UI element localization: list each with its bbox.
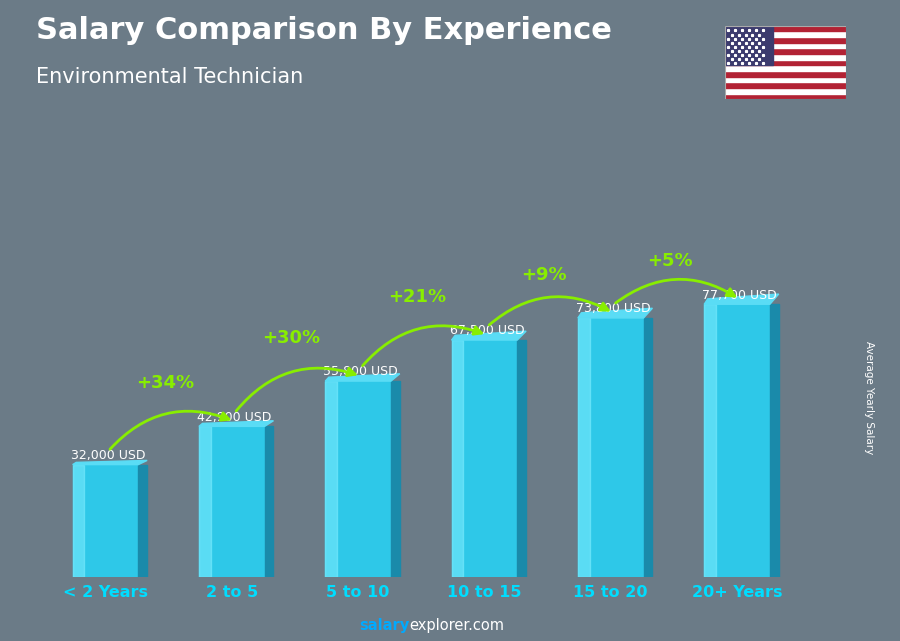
Text: Environmental Technician: Environmental Technician <box>36 67 303 87</box>
Bar <box>704 304 770 577</box>
Text: salary: salary <box>359 619 410 633</box>
Polygon shape <box>452 331 526 340</box>
Text: +5%: +5% <box>647 252 693 270</box>
Bar <box>325 381 391 577</box>
Polygon shape <box>391 381 400 577</box>
Bar <box>724 94 846 99</box>
Polygon shape <box>704 294 778 304</box>
Text: +34%: +34% <box>136 374 194 392</box>
Polygon shape <box>139 465 148 577</box>
Polygon shape <box>265 426 274 577</box>
Bar <box>73 465 85 577</box>
Bar <box>724 88 846 94</box>
Bar <box>199 426 265 577</box>
Polygon shape <box>578 308 652 318</box>
Bar <box>724 26 846 31</box>
Polygon shape <box>770 304 778 577</box>
Text: 42,900 USD: 42,900 USD <box>197 411 272 424</box>
Text: 67,500 USD: 67,500 USD <box>450 324 525 337</box>
Bar <box>724 82 846 88</box>
Bar <box>704 304 716 577</box>
Bar <box>724 37 846 43</box>
Text: +9%: +9% <box>521 265 567 283</box>
Polygon shape <box>518 340 526 577</box>
Polygon shape <box>325 374 400 381</box>
Bar <box>199 426 211 577</box>
Text: Average Yearly Salary: Average Yearly Salary <box>863 341 874 454</box>
Bar <box>724 60 846 65</box>
Bar <box>578 318 644 577</box>
Text: 77,700 USD: 77,700 USD <box>702 288 777 302</box>
Bar <box>724 65 846 71</box>
Polygon shape <box>199 420 274 426</box>
Bar <box>724 43 846 48</box>
Bar <box>325 381 338 577</box>
Bar <box>724 48 846 54</box>
Bar <box>452 340 464 577</box>
Text: 55,800 USD: 55,800 USD <box>323 365 398 378</box>
Polygon shape <box>73 460 148 465</box>
Text: +30%: +30% <box>262 329 320 347</box>
Text: explorer.com: explorer.com <box>410 619 505 633</box>
Bar <box>578 318 590 577</box>
Text: 32,000 USD: 32,000 USD <box>71 449 146 462</box>
Bar <box>452 340 518 577</box>
Text: 73,800 USD: 73,800 USD <box>576 303 651 315</box>
Bar <box>73 465 139 577</box>
Bar <box>724 26 773 65</box>
Polygon shape <box>644 318 652 577</box>
Text: Salary Comparison By Experience: Salary Comparison By Experience <box>36 16 612 45</box>
Bar <box>724 54 846 60</box>
Bar <box>724 31 846 37</box>
Text: +21%: +21% <box>389 288 446 306</box>
Bar <box>724 77 846 82</box>
Bar <box>724 71 846 77</box>
